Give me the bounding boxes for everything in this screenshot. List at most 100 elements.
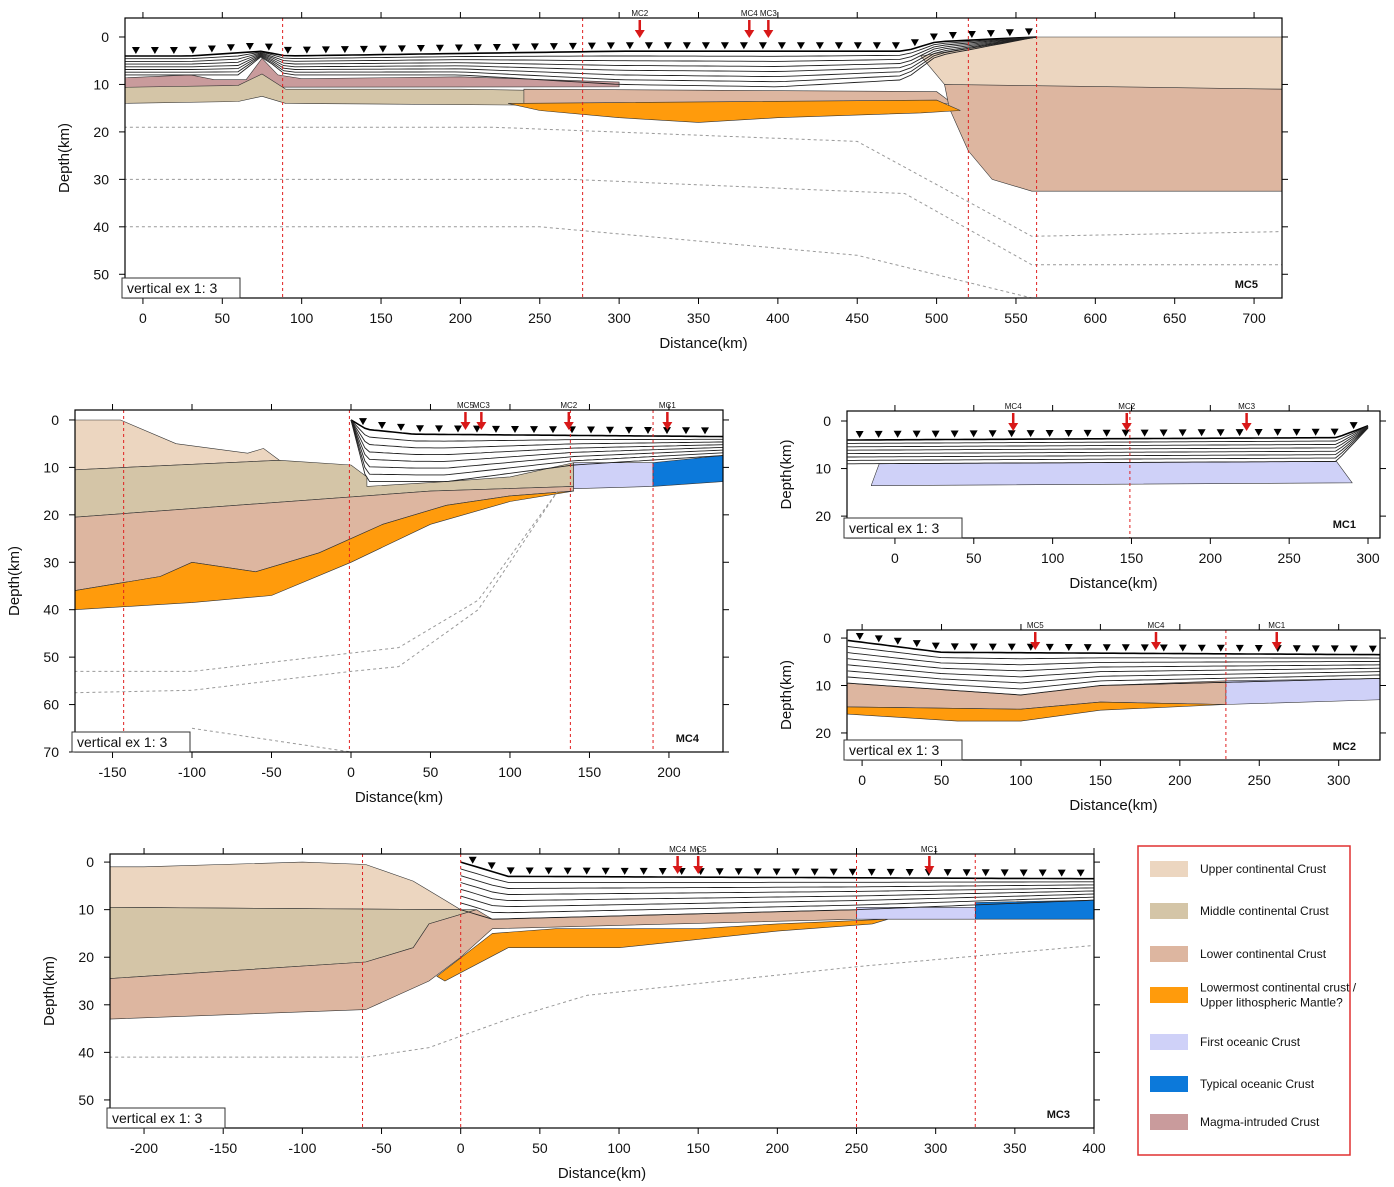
seismometer (626, 42, 634, 49)
y-tick-label: 10 (815, 678, 831, 694)
x-tick-label: 50 (966, 550, 982, 566)
station-arrow-head (763, 30, 773, 38)
seismometer (1331, 645, 1339, 652)
panel: MC4MC5MC1-200-150-100-500501001502002503… (41, 845, 1106, 1182)
sediment-line (848, 426, 1368, 446)
legend-label: Magma-intruded Crust (1200, 1115, 1320, 1129)
seismometer (759, 42, 767, 49)
x-tick-label: 150 (1089, 772, 1113, 788)
seismometer (1312, 429, 1320, 436)
seismometer (875, 635, 883, 642)
layer (508, 100, 960, 122)
seismometer (588, 43, 596, 50)
sediment-line (848, 640, 1380, 654)
x-tick-label: 200 (657, 764, 681, 780)
seismometer (963, 869, 971, 876)
x-tick-label: 250 (845, 1140, 869, 1156)
x-tick-label: 200 (1168, 772, 1192, 788)
seismometer (1350, 646, 1358, 653)
seismometer (1217, 429, 1225, 436)
seismometer (488, 862, 496, 869)
y-tick-label: 20 (93, 124, 109, 140)
seismometer (875, 431, 883, 438)
station-label: MC3 (473, 401, 490, 410)
seismometer (587, 427, 595, 434)
panel: MC2MC4MC30501001502002503003504004505005… (56, 9, 1288, 352)
y-tick-label: 20 (78, 949, 94, 965)
seismometer (550, 43, 558, 50)
x-tick-label: 600 (1084, 310, 1108, 326)
seismometer (659, 868, 667, 875)
seismometer (740, 42, 748, 49)
seismometer (246, 43, 254, 50)
seismometer (716, 868, 724, 875)
seismometer (1046, 430, 1054, 437)
seismometer (416, 425, 424, 432)
seismometer (492, 426, 500, 433)
seismometer (602, 868, 610, 875)
station-label: MC4 (741, 9, 758, 18)
seismometer (664, 42, 672, 49)
note: vertical ex 1: 3 (127, 280, 217, 296)
seismometer (549, 426, 557, 433)
seismometer (1312, 645, 1320, 652)
seismometer (1122, 644, 1130, 651)
x-tick-label: 0 (891, 550, 899, 566)
seismometer (856, 633, 864, 640)
seismometer (951, 643, 959, 650)
legend-label: Typical oceanic Crust (1200, 1077, 1315, 1091)
y-tick-label: 50 (78, 1092, 94, 1108)
y-tick-label: 0 (86, 854, 94, 870)
seismometer (1046, 644, 1054, 651)
seismometer (1369, 646, 1377, 653)
layer (109, 862, 461, 910)
note: vertical ex 1: 3 (849, 520, 939, 536)
plot-area (124, 18, 1283, 298)
seismometer (854, 42, 862, 49)
dashed-boundary (192, 728, 351, 752)
layer (653, 456, 723, 487)
seismometer (989, 644, 997, 651)
seismometer (1198, 429, 1206, 436)
seismometer (379, 46, 387, 53)
seismometer (1141, 644, 1149, 651)
x-tick-label: 250 (1248, 772, 1272, 788)
seismometer (949, 32, 957, 39)
seismometer (469, 857, 477, 864)
seismometer (545, 868, 553, 875)
y-tick-label: 0 (101, 29, 109, 45)
x-tick-label: 150 (687, 1140, 711, 1156)
x-tick-label: 250 (528, 310, 552, 326)
seismometer (982, 869, 990, 876)
seismometer (792, 869, 800, 876)
x-tick-label: 550 (1004, 310, 1028, 326)
station-arrow-head (460, 422, 470, 430)
legend-swatch (1150, 1114, 1188, 1130)
y-axis-label: Depth(km) (41, 956, 58, 1026)
seismometer (1065, 644, 1073, 651)
panel-name: MC4 (676, 733, 700, 745)
seismometer (913, 431, 921, 438)
seismometer (398, 45, 406, 52)
seismometer (1084, 430, 1092, 437)
layer (574, 463, 653, 489)
x-tick-label: 150 (369, 310, 393, 326)
y-tick-label: 30 (78, 997, 94, 1013)
seismometer (987, 30, 995, 37)
seismometer (417, 45, 425, 52)
x-tick-label: 300 (607, 310, 631, 326)
seismometer (1236, 429, 1244, 436)
station-label: MC4 (669, 845, 686, 854)
seismometer (1039, 870, 1047, 877)
seismometer (151, 47, 159, 54)
seismometer (892, 42, 900, 49)
x-tick-label: 0 (457, 1140, 465, 1156)
x-tick-label: -150 (99, 764, 127, 780)
legend-swatch (1150, 861, 1188, 877)
y-tick-label: 70 (43, 744, 59, 760)
seismometer (811, 869, 819, 876)
seismometer (830, 869, 838, 876)
seismometer (1255, 429, 1263, 436)
x-tick-label: 50 (215, 310, 231, 326)
